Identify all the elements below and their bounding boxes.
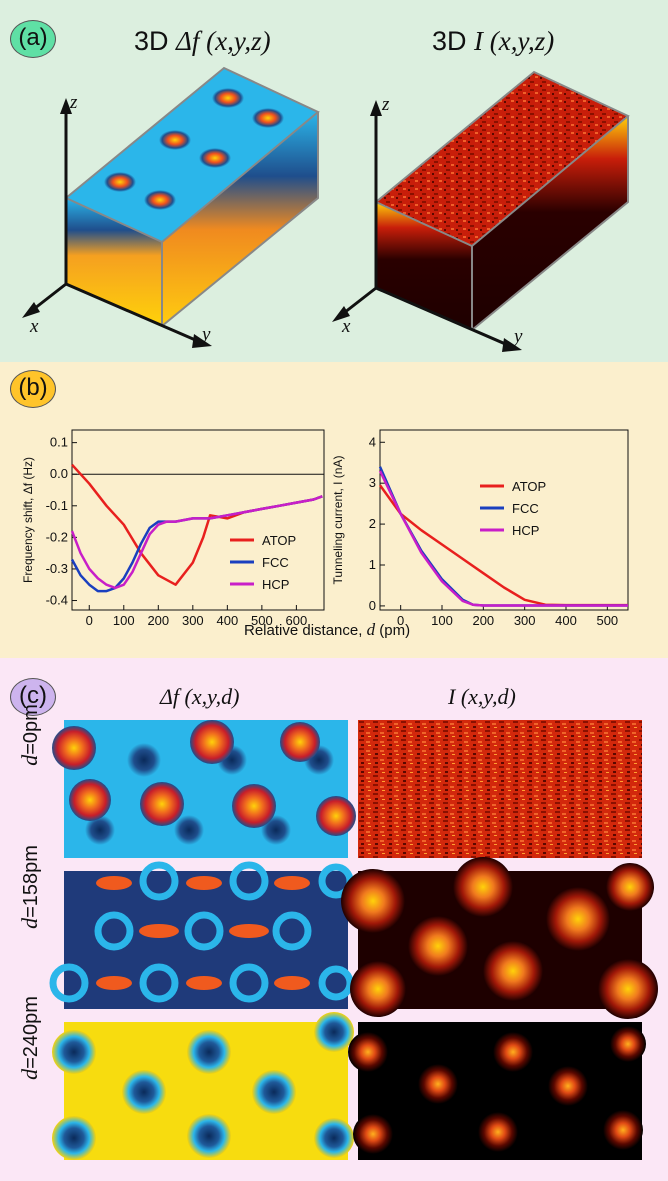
panel-c-tag: (c) [10,678,56,716]
y-tick-label: 2 [369,516,376,531]
right-title-prefix: 3D [432,26,475,56]
plot-frame [71,429,325,611]
row-label-value: =158pm [20,845,42,918]
left-axis-z: z [70,92,78,113]
legend-label-hcp: HCP [262,577,289,592]
col1-title-text: Δf (x,y,d) [160,684,240,709]
left-axis-x: x [30,316,39,337]
row-label-240pm: d=240pm [17,958,43,1118]
y-axis-label: Tunneling current, I (nA) [331,456,345,585]
x-tick-label: 0 [397,613,404,628]
y-tick-label: -0.4 [46,593,68,608]
row-label-value: =240pm [20,996,42,1069]
frequency-shift-chart: 0 100 200 300 400 500 600 0.1 0.0 -0.1 -0.2 -0.3 -0.… [21,429,325,628]
panel-a-illustration [22,66,630,352]
row-label-var: d [17,1068,42,1080]
legend-label-atop: ATOP [262,533,296,548]
x-tick-label: 500 [596,613,618,628]
right-axis-y: y [514,326,523,347]
current-map-158pm [341,857,658,1019]
panel-a-tag: (a) [10,20,56,58]
row-label-var: d [17,754,42,766]
xlabel-prefix: Relative distance, [244,622,367,639]
panel-a-right-title: 3D I (x,y,z) [432,26,554,57]
x-tick-label: 200 [147,613,169,628]
col2-title: I (x,y,d) [448,684,516,710]
row-label-var: d [17,917,42,929]
xlabel-suffix: (pm) [375,622,411,639]
y-axis-label: Frequency shift, Δf (Hz) [21,457,35,583]
x-tick-label: 300 [182,613,204,628]
x-tick-label: 100 [431,613,453,628]
y-tick-label: 1 [369,557,376,572]
series-line-hcp [70,495,323,590]
panel-c: (c) Δf (x,y,d) I (x,y,d) d=0pm d=158pm d… [0,658,668,1181]
col1-title: Δf (x,y,d) [160,684,240,710]
left-title-prefix: 3D [134,26,177,56]
y-tick-label: 3 [369,475,376,490]
y-tick-label: 0.0 [50,466,68,481]
legend-label-fcc: FCC [262,555,289,570]
panel-b-xlabel: Relative distance, d (pm) [244,620,410,640]
x-tick-label: 400 [555,613,577,628]
x-tick-label: 200 [472,613,494,628]
row-label-158pm: d=158pm [17,807,43,967]
y-tick-label: 4 [369,434,376,449]
y-tick-label: 0.1 [50,435,68,450]
left-axis-y: y [202,324,211,345]
x-tick-label: 0 [86,613,93,628]
legend-label-fcc: FCC [512,501,539,516]
row-label-0pm: d=0pm [17,655,43,815]
y-tick-label: 0 [369,598,376,613]
df-map-158pm [49,861,354,1009]
x-tick-label: 500 [251,613,273,628]
series-line-fcc [378,466,628,607]
series-line-hcp [378,470,628,607]
x-tick-label: 600 [286,613,308,628]
left-title-func: Δf (x,y,z) [176,26,271,56]
panel-b-tag: (b) [10,370,56,408]
y-tick-label: -0.3 [46,561,68,576]
panel-b: (b) 0 100 200 300 400 500 600 0.1 0.0 -0.1 -0.2 -0.… [0,362,668,658]
x-tick-label: 100 [113,613,135,628]
panel-a-left-title: 3D Δf (x,y,z) [134,26,271,57]
col2-title-text: I (x,y,d) [448,684,516,709]
current-map-240pm [348,1022,646,1160]
xlabel-var: d [366,620,376,639]
right-title-func: I (x,y,z) [474,26,555,56]
y-tick-label: -0.2 [46,529,68,544]
right-axis-z: z [382,94,390,115]
df-map-240pm [52,1012,354,1160]
df-map-0pm [52,720,356,858]
legend-label-hcp: HCP [512,523,539,538]
x-tick-label: 300 [514,613,536,628]
tunneling-current-chart: 0 100 200 300 400 500 0 1 2 3 4 Tunneling current, … [331,429,629,628]
current-map-0pm [358,720,642,858]
right-axis-x: x [342,316,351,337]
panel-a: (a) 3D Δf (x,y,z) 3D I (x,y,z) [0,0,668,362]
row-label-value: =0pm [20,704,42,755]
plot-frame [379,429,629,611]
legend-label-atop: ATOP [512,479,546,494]
y-tick-label: -0.1 [46,498,68,513]
x-tick-label: 400 [216,613,238,628]
